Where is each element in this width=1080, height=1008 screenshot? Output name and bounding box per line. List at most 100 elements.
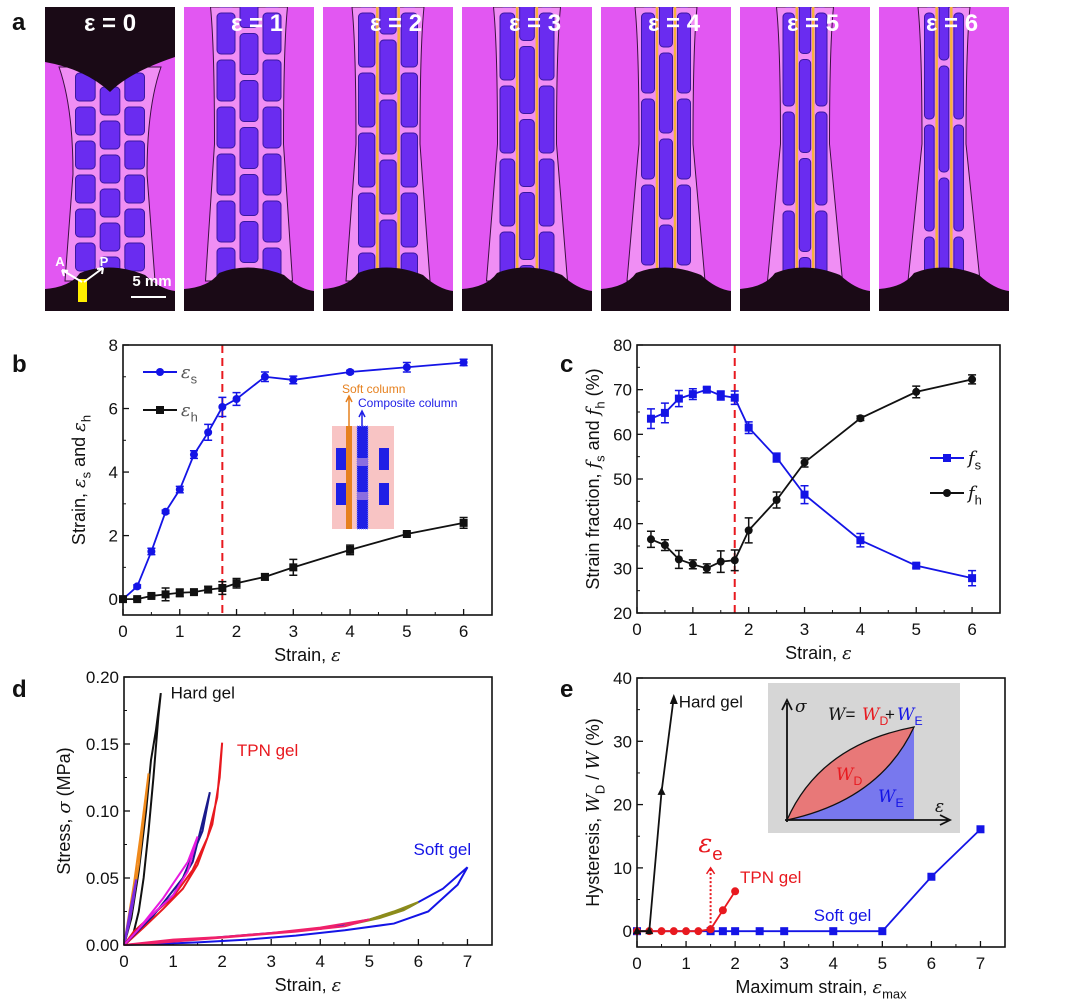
data-point (133, 582, 142, 591)
x-tick-label: 3 (779, 954, 788, 973)
photo-frame-strain-2: ε = 2 (323, 7, 453, 311)
data-point (147, 547, 156, 556)
soft-cell (75, 242, 96, 272)
x-axis-label: Strain, ε (275, 975, 342, 996)
soft-cell (216, 200, 236, 243)
data-point (402, 363, 411, 372)
y-tick-label: 20 (613, 604, 632, 623)
soft-cell (641, 12, 655, 94)
soft-cell (659, 7, 673, 48)
data-point (646, 535, 655, 544)
data-point (744, 526, 753, 535)
soft-cell (499, 85, 516, 154)
strain-label: ε = 2 (370, 10, 422, 37)
soft-cell (358, 132, 376, 188)
soft-cell (400, 192, 418, 248)
data-point (147, 591, 156, 600)
data-point (161, 507, 170, 516)
x-tick-label: 4 (856, 620, 865, 639)
y-tick-label: 40 (613, 669, 632, 688)
y-tick-label: 40 (613, 515, 632, 534)
data-point (829, 927, 838, 936)
data-point (730, 393, 739, 402)
x-tick-label: 6 (967, 620, 976, 639)
data-point (175, 485, 184, 494)
data-point (674, 394, 683, 403)
data-point (976, 825, 985, 834)
data-point (260, 572, 269, 581)
data-point (912, 387, 921, 396)
data-point (688, 390, 697, 399)
soft-cell (239, 33, 259, 75)
axis-label-p: P (100, 254, 109, 269)
series-line--f-h- (650, 378, 973, 570)
chart-panel-c: 0 1 2 3 4 5 6 20 30 40 50 60 70 80 Strain, ε Strain fra… (583, 336, 1001, 664)
annotation-label: TPN gel (740, 868, 801, 887)
soft-cell (641, 98, 655, 180)
series-line-hard-gel (637, 696, 675, 933)
soft-cell (926, 7, 933, 8)
x-tick-label: 0 (632, 954, 641, 973)
x-tick-label: 1 (168, 952, 177, 971)
legend-item: εs (143, 362, 198, 386)
annotation-label: Soft gel (413, 840, 471, 859)
soft-cell (403, 7, 416, 8)
soft-cell (815, 111, 828, 206)
legend-item: εh (143, 400, 198, 424)
we-label: WE (897, 705, 923, 728)
chart-panel-b: 0 1 2 3 4 5 6 0 2 4 6 8 Strain, ε Strain, εs and εh εs… (69, 336, 493, 666)
soft-cell (239, 127, 259, 169)
plus-sign: + (885, 705, 895, 724)
y-tick-label: 0.10 (86, 802, 119, 821)
soft-cell (262, 200, 282, 243)
soft-cell (262, 106, 282, 149)
soft-cell (798, 59, 812, 153)
strain-label: ε = 0 (84, 10, 136, 37)
soft-cell (798, 158, 812, 252)
soft-column (346, 426, 352, 529)
data-point (218, 584, 227, 592)
soft-cell (955, 7, 962, 8)
x-tick-label: 3 (800, 620, 809, 639)
bottom-clamp (323, 267, 453, 311)
soft-cell (643, 7, 653, 8)
soft-cell (358, 72, 376, 128)
data-point (744, 423, 753, 432)
x-tick-label: 1 (681, 954, 690, 973)
data-point (657, 786, 666, 795)
soft-cell (124, 208, 146, 238)
soft-cell (815, 12, 828, 107)
soft-cell (379, 99, 397, 155)
annotation-label: Soft gel (814, 906, 872, 925)
data-point (646, 414, 655, 423)
x-tick-label: 7 (976, 954, 985, 973)
data-point (459, 518, 468, 527)
annotation-label: Hard gel (679, 693, 743, 712)
strain-label: ε = 4 (648, 10, 701, 37)
data-point (755, 927, 764, 936)
annotation-label: εe (698, 829, 722, 864)
equation-lhs: W= (828, 705, 855, 725)
soft-cell (75, 208, 96, 238)
strain-label: ε = 1 (231, 10, 283, 37)
data-point (289, 563, 298, 572)
data-point (346, 368, 355, 376)
data-point (730, 556, 739, 565)
x-tick-label: 0 (118, 622, 127, 641)
y-tick-label: 0.15 (86, 735, 119, 754)
photo-frame-strain-3: ε = 3 (462, 7, 592, 311)
y-tick-label: 30 (613, 732, 632, 751)
x-axis-label: Maximum strain, εmax (735, 977, 907, 1001)
soft-cell (798, 7, 812, 54)
x-tick-label: 4 (829, 954, 838, 973)
soft-cell (677, 98, 691, 180)
soft-cell (677, 184, 691, 266)
x-tick-label: 6 (927, 954, 936, 973)
soft-cell (99, 188, 121, 218)
data-point (702, 385, 711, 394)
bottom-clamp (601, 267, 731, 311)
x-tick-label: 5 (402, 622, 411, 641)
composite-column-label: Composite column (358, 396, 457, 410)
chart-panel-e: 0 1 2 3 4 5 6 7 0 10 20 30 40 Maximum strain, εmax Hys… (583, 669, 1006, 1001)
